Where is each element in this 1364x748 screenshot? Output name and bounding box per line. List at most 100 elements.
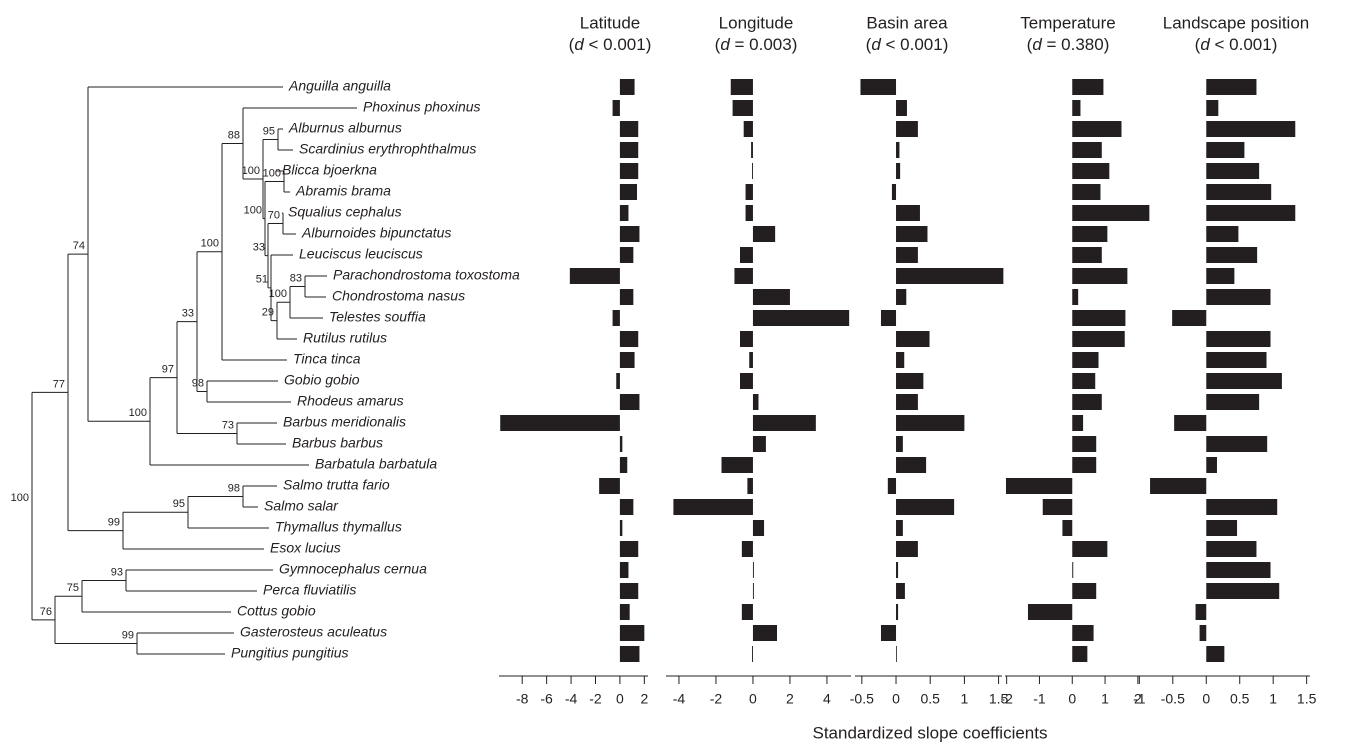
panel-subtitle: (d = 0.003) <box>715 35 798 54</box>
species-label: Anguilla anguilla <box>288 78 391 94</box>
bar <box>1027 604 1073 620</box>
species-label: Barbatula barbatula <box>315 456 437 472</box>
bar <box>1206 205 1296 221</box>
bar <box>619 520 623 536</box>
panel-subtitle: (d = 0.380) <box>1027 35 1110 54</box>
bar <box>1206 352 1267 368</box>
bar <box>896 541 918 557</box>
bar <box>896 205 920 221</box>
panel-subtitle: (d < 0.001) <box>569 35 652 54</box>
bar <box>619 541 639 557</box>
bar <box>619 142 639 158</box>
x-tick-label: -2 <box>589 691 602 707</box>
bar <box>619 436 623 452</box>
bar <box>1199 625 1207 641</box>
tree-branch <box>242 485 277 508</box>
bar <box>896 457 927 473</box>
support-value: 88 <box>228 129 240 141</box>
x-tick-label: -2 <box>1000 691 1013 707</box>
bar <box>896 142 900 158</box>
tree-branch <box>67 253 123 532</box>
x-tick-label: -4 <box>565 691 578 707</box>
support-value: 100 <box>242 165 260 177</box>
bar <box>619 247 634 263</box>
bar <box>1072 310 1126 326</box>
bar <box>891 184 897 200</box>
bar <box>1042 499 1073 515</box>
x-tick-label: 1.5 <box>989 691 1009 707</box>
bar <box>896 163 901 179</box>
bar <box>752 394 759 410</box>
tree-branch <box>270 254 293 322</box>
bar <box>896 436 903 452</box>
bar <box>1072 142 1102 158</box>
support-value: 75 <box>67 582 79 594</box>
bar <box>1072 79 1104 95</box>
bar <box>752 625 777 641</box>
bar <box>619 205 629 221</box>
support-value: 95 <box>263 125 275 137</box>
support-value: 100 <box>269 288 287 300</box>
bar <box>1072 625 1094 641</box>
bar <box>1206 646 1225 662</box>
support-value: 98 <box>192 377 204 389</box>
species-label: Pungitius pungitius <box>231 645 349 661</box>
x-tick-label: -1 <box>1033 691 1046 707</box>
x-tick-label: 2 <box>640 691 648 707</box>
x-tick-label: 1 <box>1269 691 1277 707</box>
bar <box>1206 163 1260 179</box>
bar <box>1072 415 1084 431</box>
bar <box>752 226 776 242</box>
bar <box>752 436 766 452</box>
bar <box>896 394 918 410</box>
support-value: 100 <box>201 238 219 250</box>
bar <box>1206 142 1245 158</box>
x-tick-label: 1.5 <box>1297 691 1317 707</box>
tree-branch <box>136 632 234 655</box>
tree-branch <box>122 511 264 550</box>
panel-title: Basin area <box>866 13 948 32</box>
bar <box>896 520 903 536</box>
tree-branch <box>221 143 287 361</box>
bar <box>500 415 620 431</box>
bar <box>880 310 897 326</box>
bar <box>896 121 918 137</box>
bar <box>619 562 629 578</box>
support-value: 33 <box>253 242 265 254</box>
bar <box>721 457 753 473</box>
species-label: Alburnus alburnus <box>288 120 402 136</box>
x-tick-label: -1 <box>1133 691 1146 707</box>
bar <box>740 373 753 389</box>
x-tick-label: 0 <box>892 691 900 707</box>
bar <box>896 331 930 347</box>
tree-branch <box>206 380 291 403</box>
bar <box>1206 541 1257 557</box>
bar <box>619 499 634 515</box>
tree-branch <box>267 223 283 289</box>
bar <box>1072 541 1108 557</box>
bar <box>896 373 924 389</box>
bar <box>1206 436 1268 452</box>
x-tick-label: -0.5 <box>1161 691 1185 707</box>
bar <box>619 457 628 473</box>
bar <box>619 163 639 179</box>
tree-branch <box>187 496 269 529</box>
species-label: Gasterosteus aculeatus <box>240 624 387 640</box>
bar <box>1072 268 1128 284</box>
bar <box>896 352 905 368</box>
bar <box>673 499 753 515</box>
species-label: Parachondrostoma toxostoma <box>333 267 520 283</box>
bar <box>1072 121 1122 137</box>
x-tick-label: -8 <box>516 691 529 707</box>
bar <box>732 100 753 116</box>
x-axis-label: Standardized slope coefficients <box>812 723 1047 742</box>
support-value: 100 <box>11 492 29 504</box>
bar <box>747 478 753 494</box>
bar <box>1206 373 1282 389</box>
x-tick-label: -6 <box>540 691 553 707</box>
support-value: 98 <box>228 482 240 494</box>
bar <box>1072 247 1102 263</box>
tree-branch <box>125 569 273 592</box>
bar <box>752 415 816 431</box>
bar <box>896 604 899 620</box>
